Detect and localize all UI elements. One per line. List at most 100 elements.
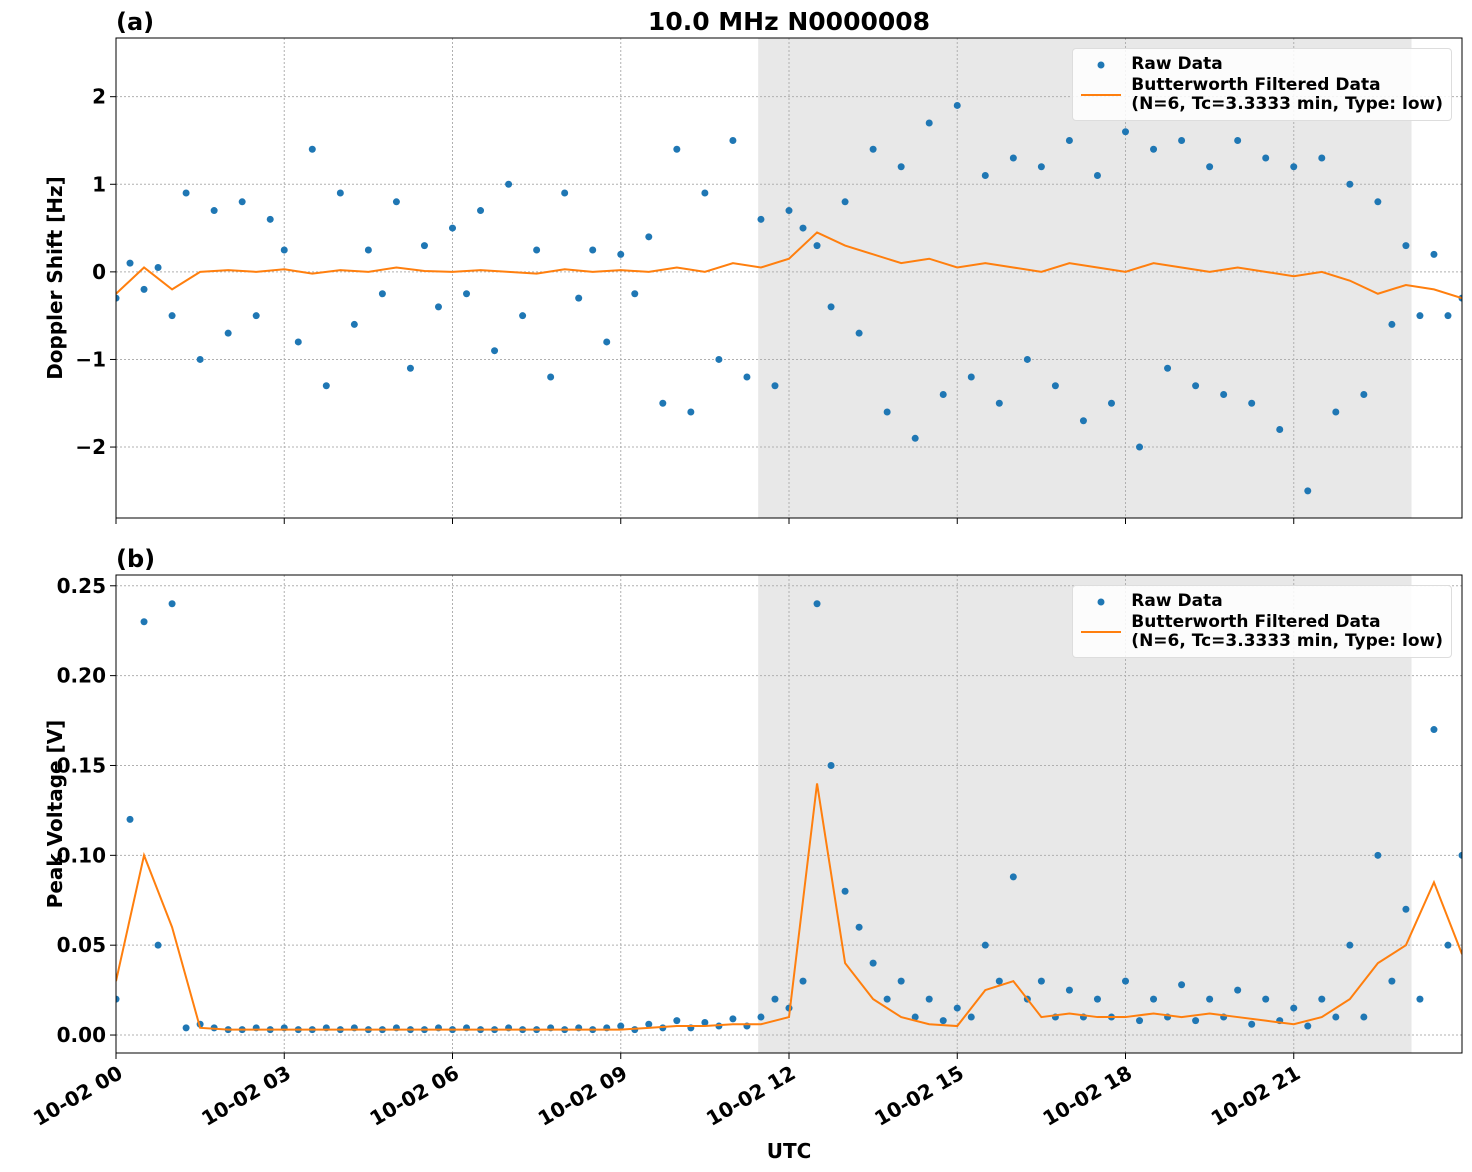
data-point (140, 285, 148, 293)
data-point (350, 320, 358, 328)
data-point (1444, 312, 1452, 320)
y-axis-label: Doppler Shift [Hz] (43, 176, 67, 380)
data-point (897, 163, 905, 171)
data-point (1402, 905, 1410, 913)
data-point (673, 145, 681, 153)
legend-symbol (1097, 61, 1105, 68)
data-point (547, 373, 555, 381)
data-point (561, 189, 569, 197)
data-point (364, 246, 372, 254)
data-point (911, 434, 919, 442)
data-point (1416, 312, 1424, 320)
data-point (827, 761, 835, 769)
data-point (953, 101, 961, 109)
data-point (855, 329, 863, 337)
data-point (617, 1022, 625, 1030)
data-point (1122, 977, 1129, 985)
data-point (1332, 1013, 1340, 1021)
legend-label: Butterworth Filtered Data (N=6, Tc=3.333… (1131, 75, 1443, 114)
data-point (967, 373, 975, 381)
data-point (1164, 364, 1172, 372)
data-point (1276, 426, 1284, 434)
data-point (1136, 1017, 1144, 1025)
data-point (1234, 136, 1242, 144)
data-point (406, 364, 414, 372)
legend-dot (1097, 61, 1105, 68)
data-point (827, 303, 835, 311)
data-point (701, 1018, 709, 1026)
data-point (154, 263, 162, 271)
data-point (1093, 172, 1101, 180)
data-point (1178, 136, 1186, 144)
data-point (1107, 399, 1115, 407)
data-point (771, 995, 779, 1003)
data-point (617, 250, 625, 258)
x-tick-label: 10-02 00 (29, 1061, 127, 1131)
data-point (1234, 986, 1242, 994)
legend-symbol (1081, 94, 1122, 96)
data-point (1037, 977, 1045, 985)
data-point (1388, 320, 1396, 328)
data-point (168, 312, 176, 320)
x-tick-label: 10-02 03 (197, 1061, 295, 1131)
panel-label: (b) (116, 545, 155, 573)
data-point (1206, 995, 1214, 1003)
legend: Raw Data Butterworth Filtered Data (N=6, … (1072, 48, 1452, 121)
data-point (673, 1017, 681, 1025)
filtered-line (116, 231, 1462, 300)
data-point (1318, 154, 1326, 162)
data-point (1192, 382, 1200, 390)
data-point (1360, 1013, 1368, 1021)
data-point (645, 233, 653, 241)
data-point (196, 355, 204, 363)
data-point (911, 1013, 919, 1021)
data-point (1262, 154, 1270, 162)
x-tick-label: 10-02 12 (702, 1061, 800, 1131)
legend-symbol (1097, 598, 1105, 605)
data-point (631, 290, 639, 298)
y-tick-label: −1 (75, 347, 106, 371)
data-point (280, 246, 288, 254)
data-point (995, 399, 1003, 407)
data-point (841, 198, 849, 206)
data-point (505, 180, 513, 188)
data-point (1304, 1022, 1312, 1030)
data-point (1150, 995, 1158, 1003)
data-point (813, 600, 821, 608)
data-point (1009, 154, 1017, 162)
data-point (266, 215, 274, 223)
data-point (939, 1017, 947, 1025)
data-point (799, 977, 807, 985)
filtered-line (116, 783, 1462, 1031)
data-point (589, 246, 597, 254)
y-tick-label: 2 (92, 85, 106, 109)
data-point (1065, 136, 1073, 144)
data-point (659, 399, 667, 407)
data-point (995, 977, 1003, 985)
data-point (477, 207, 485, 215)
data-point (1304, 487, 1312, 495)
data-point (813, 242, 821, 250)
data-point (1430, 250, 1438, 258)
y-axis-label: Peak Voltage [V] (43, 720, 67, 909)
data-point (1192, 1017, 1200, 1025)
data-point (182, 189, 190, 197)
data-point (1458, 851, 1462, 859)
data-point (729, 136, 737, 144)
data-point (308, 145, 316, 153)
data-point (1332, 408, 1340, 416)
data-point (883, 408, 891, 416)
x-tick-label: 10-02 15 (870, 1061, 968, 1131)
y-tick-label: −2 (75, 435, 106, 459)
data-point (1150, 145, 1158, 153)
data-point (294, 338, 302, 346)
x-tick-label: 10-02 06 (365, 1061, 463, 1131)
data-point (168, 600, 176, 608)
x-tick-label: 10-02 18 (1038, 1061, 1136, 1131)
data-point (1290, 163, 1298, 171)
data-point (1402, 242, 1410, 250)
data-point (785, 207, 793, 215)
data-point (463, 290, 471, 298)
axes-frame (115, 574, 1463, 1054)
data-point (953, 1004, 961, 1012)
